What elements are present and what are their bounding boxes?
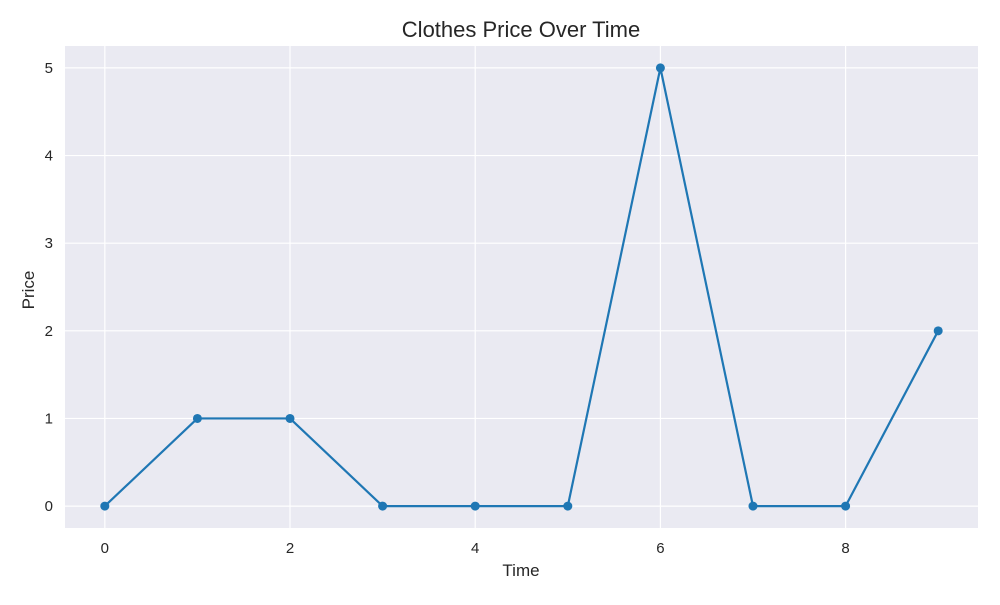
series-layer (100, 63, 943, 511)
x-axis-ticks: 0 2 4 6 8 (101, 540, 850, 557)
y-tick-label: 1 (45, 410, 53, 427)
y-tick-label: 2 (45, 323, 53, 340)
data-point (933, 326, 943, 336)
data-point (285, 413, 295, 423)
x-axis-label: Time (502, 561, 539, 580)
y-tick-label: 5 (45, 60, 53, 77)
data-point (192, 413, 202, 423)
data-point (378, 501, 388, 511)
plot-area (65, 46, 978, 528)
x-tick-label: 8 (841, 540, 849, 557)
y-tick-label: 3 (45, 235, 53, 252)
data-point (748, 501, 758, 511)
data-point (563, 501, 573, 511)
data-point (100, 501, 110, 511)
data-point (470, 501, 480, 511)
y-tick-label: 4 (45, 148, 53, 165)
y-axis-label: Price (19, 271, 38, 310)
x-tick-label: 4 (471, 540, 479, 557)
x-tick-label: 0 (101, 540, 109, 557)
y-axis-ticks: 0 1 2 3 4 5 (45, 60, 53, 515)
data-point (655, 63, 665, 73)
y-tick-label: 0 (45, 498, 53, 515)
series-line (103, 66, 940, 508)
x-tick-label: 6 (656, 540, 664, 557)
chart-title: Clothes Price Over Time (402, 17, 640, 42)
data-point (841, 501, 851, 511)
x-tick-label: 2 (286, 540, 294, 557)
